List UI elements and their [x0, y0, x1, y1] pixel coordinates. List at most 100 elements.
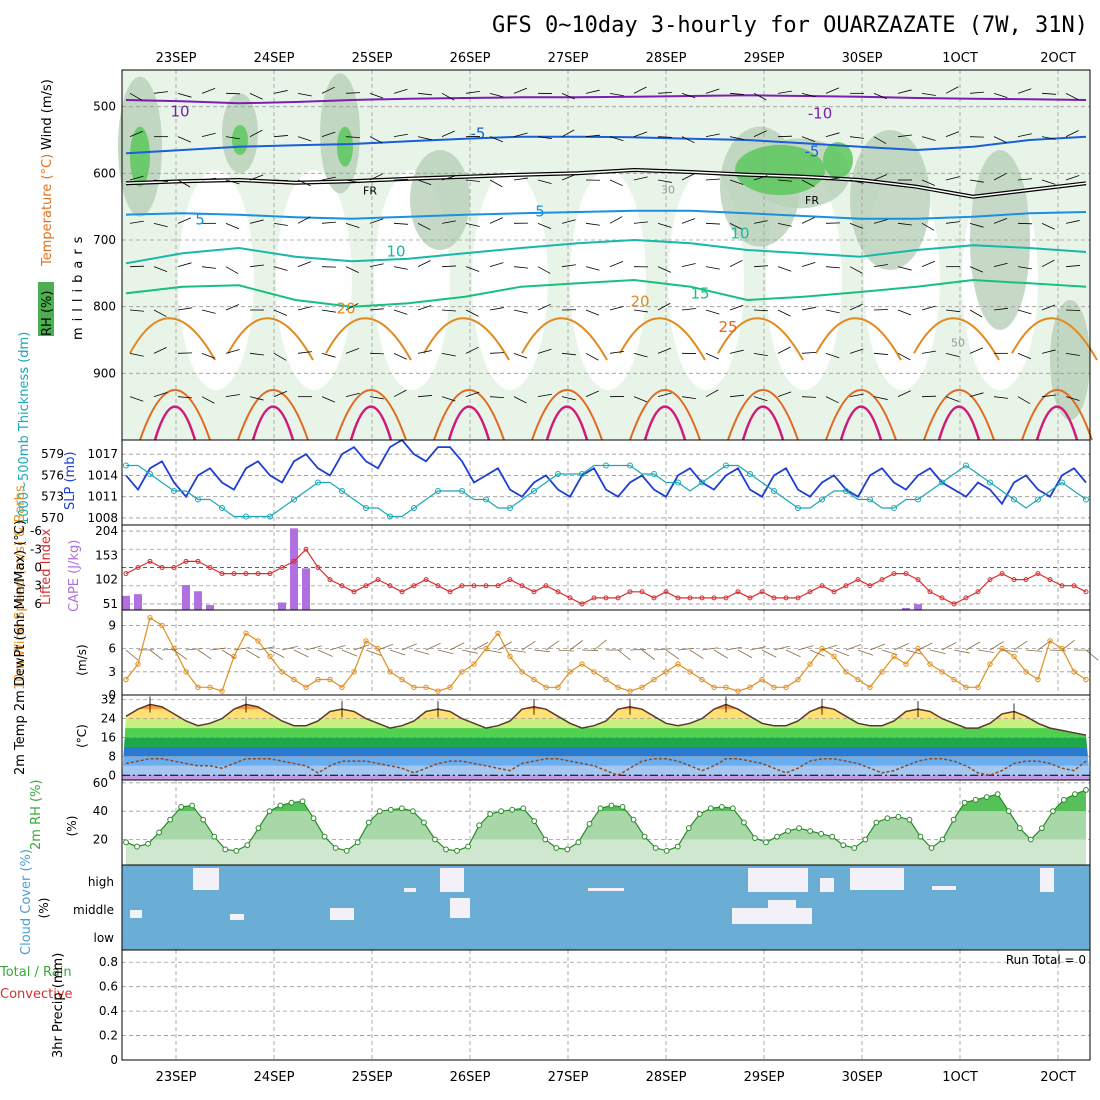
wind-barb: [201, 266, 216, 269]
thickness-point: [603, 462, 609, 469]
lifted-index-point: [459, 583, 465, 589]
wind-barb: [849, 303, 863, 311]
wind-label: Wind (m/s): [40, 79, 55, 150]
rh-point: [354, 839, 361, 846]
wind-barb: [441, 309, 456, 312]
li-tick-label: 3: [34, 579, 42, 593]
lifted-index-point: [195, 558, 201, 564]
cloud-gap: [130, 910, 142, 918]
wind-barb: [777, 391, 792, 398]
wind-barb: [489, 262, 504, 268]
wind-speed-point: [747, 684, 753, 690]
wind-barb: [561, 264, 576, 268]
wind-barb: [273, 90, 288, 94]
thickness-point: [507, 505, 513, 511]
surface-wind-barb: [1037, 640, 1052, 651]
lifted-index-point: [519, 583, 525, 589]
moist-region: [850, 130, 930, 270]
rh-point: [718, 804, 725, 810]
temperature-bands: [122, 699, 1090, 780]
wind-speed-point: [687, 669, 693, 675]
lifted-index-point: [387, 583, 393, 589]
surface-wind-barb: [665, 649, 680, 660]
rh-point: [487, 811, 494, 817]
wind-barb: [873, 136, 887, 145]
wind-barb: [273, 309, 288, 316]
lifted-index-point: [987, 577, 993, 583]
surface-wind-barb: [893, 643, 909, 651]
wind-barb: [753, 265, 768, 268]
pressure-tick-label: 700: [93, 233, 116, 247]
rh-point: [608, 802, 615, 809]
rh-point: [200, 816, 207, 823]
wind-barb: [705, 389, 719, 398]
surface-wind-barb: [557, 649, 574, 652]
wind-barb: [417, 305, 432, 311]
thickness-point: [891, 505, 897, 511]
wind-speed-point: [819, 645, 825, 652]
wind-barb: [585, 309, 600, 316]
wind-barb: [969, 222, 984, 228]
wind-barb: [417, 260, 431, 268]
wind-barb: [945, 309, 960, 313]
rh-point: [829, 833, 836, 840]
lifted-index-point: [375, 577, 381, 583]
temp-tick-label: 0: [108, 768, 116, 782]
rh-point: [1016, 825, 1023, 832]
thickness-point: [1035, 496, 1041, 503]
lifted-index-point: [783, 595, 789, 601]
wind-barb: [369, 92, 384, 99]
wind-barb: [273, 352, 287, 361]
lifted-index-point: [759, 589, 765, 595]
rh-point: [542, 836, 549, 843]
wind-barb: [921, 136, 936, 141]
cloud-gap: [850, 868, 904, 890]
wind-barb: [369, 396, 384, 400]
cloud-background: [122, 865, 1090, 950]
dry-region: [178, 170, 254, 390]
rh-point: [222, 846, 229, 853]
cloud-gap: [588, 888, 624, 891]
rh-point: [288, 799, 295, 806]
wind-barb: [225, 304, 240, 311]
wind-barb: [225, 136, 240, 140]
wind-barb: [369, 218, 384, 224]
rh-point: [156, 829, 163, 836]
top-date-label: 1OCT: [942, 51, 978, 66]
lifted-index-point: [747, 595, 753, 601]
lifted-index-point: [951, 601, 957, 607]
surface-wind-barb: [185, 648, 202, 651]
wind-barb: [945, 86, 959, 94]
bottom-date-label: 29SEP: [744, 1070, 785, 1085]
rh-label: RH (%): [40, 291, 55, 336]
temp-tick-label: 8: [108, 749, 116, 763]
wind-barb: [945, 131, 960, 138]
cape-bar: [134, 594, 142, 610]
hot-contour: [741, 405, 785, 441]
wind-barb: [705, 133, 720, 138]
wind-barb: [753, 396, 768, 402]
bottom-date-label: 27SEP: [548, 1070, 589, 1085]
wind-barb: [897, 89, 912, 94]
wind-barb: [321, 396, 336, 403]
top-date-label: 27SEP: [548, 51, 589, 66]
surface-wind-barb: [305, 645, 322, 651]
wind-barb: [1041, 136, 1056, 140]
wind-barb: [993, 92, 1008, 99]
warm-contour: [629, 389, 701, 441]
wind-barb: [393, 133, 408, 138]
wind-barb: [825, 266, 840, 269]
wind-barb: [201, 132, 216, 138]
wind-speed-point: [219, 688, 225, 694]
wind-barb: [705, 178, 720, 181]
surface-wind-barb: [761, 649, 777, 658]
wind-tick-label: 9: [108, 618, 116, 632]
temperature-series: [122, 696, 1090, 777]
rh-tick-label: 40: [93, 804, 108, 818]
rh-point: [674, 843, 681, 850]
wind-barb: [441, 220, 456, 224]
surface-wind-barb: [509, 649, 526, 653]
wind-barb: [1041, 349, 1056, 354]
wind-barb: [417, 222, 431, 231]
